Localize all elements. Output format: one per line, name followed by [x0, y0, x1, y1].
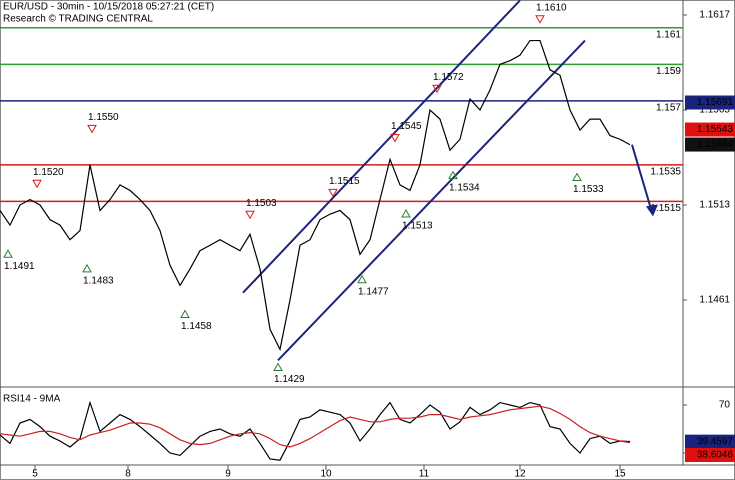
low-marker	[357, 274, 367, 284]
high-marker	[432, 84, 442, 94]
level-label: 1.159	[656, 66, 681, 77]
marker-label: 1.1503	[246, 198, 277, 209]
low-marker	[3, 249, 13, 258]
x-tick-label: 8	[125, 469, 131, 480]
y-tick-label: 70	[719, 400, 731, 411]
high-marker	[87, 124, 97, 134]
x-tick-label: 12	[514, 469, 526, 480]
level-label: 1.157	[656, 103, 681, 114]
rsi-title: RSI14 - 9MA	[3, 394, 61, 405]
marker-label: 1.1610	[536, 2, 567, 13]
price-box	[685, 95, 735, 110]
level-label: 1.1515	[650, 203, 681, 214]
marker-label: 1.1572	[433, 72, 464, 83]
marker-label: 1.1513	[402, 221, 433, 232]
marker-label: 1.1533	[573, 184, 604, 195]
low-marker	[572, 172, 582, 181]
marker-label: 1.1515	[329, 176, 360, 187]
price-box	[685, 434, 735, 449]
high-marker	[32, 179, 42, 189]
high-marker	[535, 15, 545, 24]
chart-title: EUR/USD - 30min - 10/15/2018 05:27:21 (C…	[3, 2, 214, 13]
forecast-arrow	[631, 144, 653, 213]
high-marker	[328, 188, 338, 198]
x-tick-label: 15	[614, 469, 626, 480]
marker-label: 1.1545	[391, 121, 422, 132]
marker-label: 1.1429	[274, 374, 305, 385]
price-box-label: 38.6046	[697, 450, 734, 461]
marker-label: 1.1550	[88, 112, 119, 123]
chart-subtitle: Research © TRADING CENTRAL	[3, 14, 153, 25]
x-tick-label: 9	[225, 469, 231, 480]
y-tick-label: 1.1513	[699, 200, 730, 211]
y-tick-label: 1.1617	[699, 10, 730, 21]
x-tick-label: 10	[320, 469, 332, 480]
level-label: 1.1535	[650, 166, 681, 177]
low-marker	[448, 170, 458, 180]
trendline	[242, 0, 521, 294]
price-box-label: 39.4597	[697, 436, 734, 447]
price-box	[685, 122, 735, 137]
y-tick-label: 1.1461	[699, 295, 730, 306]
low-marker	[401, 209, 411, 218]
marker-label: 1.1534	[449, 182, 480, 193]
price-line	[0, 400, 631, 461]
y-tick-label: 1.1565	[699, 105, 730, 116]
low-marker	[180, 309, 190, 319]
marker-label: 1.1491	[4, 261, 35, 272]
price-box-label: 1.15543	[697, 124, 734, 135]
price-line	[0, 39, 631, 352]
low-marker	[82, 263, 92, 273]
high-marker	[245, 210, 255, 220]
trendline	[277, 39, 586, 362]
arrow-head	[646, 204, 658, 217]
level-label: 1.161	[656, 29, 681, 40]
low-marker	[273, 362, 283, 372]
price-box	[685, 137, 735, 152]
x-tick-label: 5	[32, 469, 38, 480]
marker-label: 1.1520	[33, 167, 64, 178]
x-tick-label: 11	[419, 469, 430, 480]
marker-label: 1.1483	[83, 275, 114, 286]
high-marker	[390, 134, 400, 143]
marker-label: 1.1458	[181, 321, 212, 332]
price-box	[685, 448, 735, 462]
price-box-label: 1.15484	[697, 139, 734, 150]
marker-label: 1.1477	[358, 286, 389, 297]
price-box-label: 1.15691	[697, 97, 734, 108]
price-line	[0, 405, 631, 448]
